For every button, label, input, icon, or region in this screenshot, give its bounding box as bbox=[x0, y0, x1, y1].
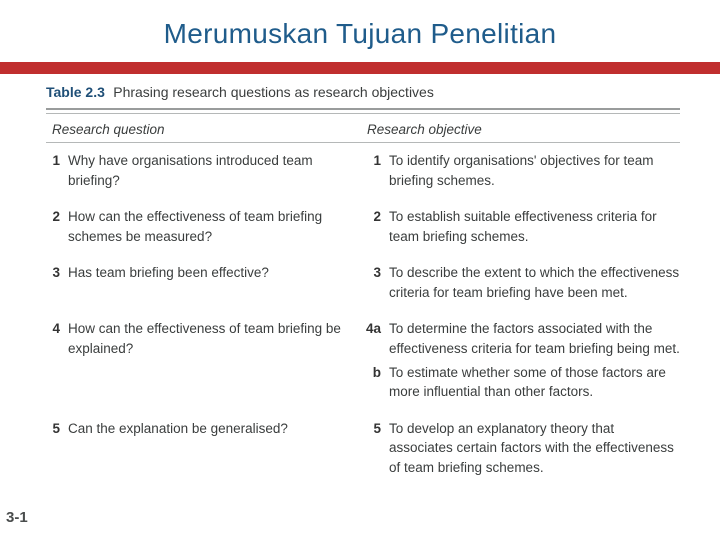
col-header-right: Research objective bbox=[363, 122, 680, 137]
o-num: 4a bbox=[363, 319, 389, 358]
table-caption-text: Phrasing research questions as research … bbox=[113, 84, 434, 100]
table-column-headers: Research question Research objective bbox=[46, 114, 680, 143]
o-text: To determine the factors associated with… bbox=[389, 319, 680, 358]
o-text: To estimate whether some of those factor… bbox=[389, 363, 680, 402]
table-row: 4 How can the effectiveness of team brie… bbox=[46, 311, 680, 362]
q-text: How can the effectiveness of team briefi… bbox=[68, 319, 353, 358]
q-num: 4 bbox=[46, 319, 68, 358]
table-container: Table 2.3 Phrasing research questions as… bbox=[0, 74, 720, 486]
table-row: 2 How can the effectiveness of team brie… bbox=[46, 199, 680, 255]
o-text: To establish suitable effectiveness crit… bbox=[389, 207, 680, 246]
q-num: 3 bbox=[46, 263, 68, 302]
slide-title: Merumuskan Tujuan Penelitian bbox=[0, 0, 720, 62]
q-num: 1 bbox=[46, 151, 68, 190]
o-num: 5 bbox=[363, 419, 389, 478]
table-row: 5 Can the explanation be generalised? 5 … bbox=[46, 411, 680, 487]
table-row: 1 Why have organisations introduced team… bbox=[46, 143, 680, 199]
q-text: Can the explanation be generalised? bbox=[68, 419, 353, 478]
o-text: To describe the extent to which the effe… bbox=[389, 263, 680, 302]
q-text: How can the effectiveness of team briefi… bbox=[68, 207, 353, 246]
o-text: To identify organisations' objectives fo… bbox=[389, 151, 680, 190]
o-text: To develop an explanatory theory that as… bbox=[389, 419, 680, 478]
q-num: 2 bbox=[46, 207, 68, 246]
table-subrow-4b: b To estimate whether some of those fact… bbox=[46, 363, 680, 411]
o-num: 3 bbox=[363, 263, 389, 302]
table-caption-row: Table 2.3 Phrasing research questions as… bbox=[46, 74, 680, 110]
q-text: Has team briefing been effective? bbox=[68, 263, 353, 302]
o-num: 2 bbox=[363, 207, 389, 246]
table-row: 3 Has team briefing been effective? 3 To… bbox=[46, 255, 680, 311]
q-text: Why have organisations introduced team b… bbox=[68, 151, 353, 190]
col-header-left: Research question bbox=[46, 122, 363, 137]
q-num: 5 bbox=[46, 419, 68, 478]
page-number: 3-1 bbox=[6, 509, 28, 526]
o-num: 1 bbox=[363, 151, 389, 190]
o-num: b bbox=[363, 363, 389, 402]
table-label: Table 2.3 bbox=[46, 84, 105, 100]
accent-bar bbox=[0, 62, 720, 74]
